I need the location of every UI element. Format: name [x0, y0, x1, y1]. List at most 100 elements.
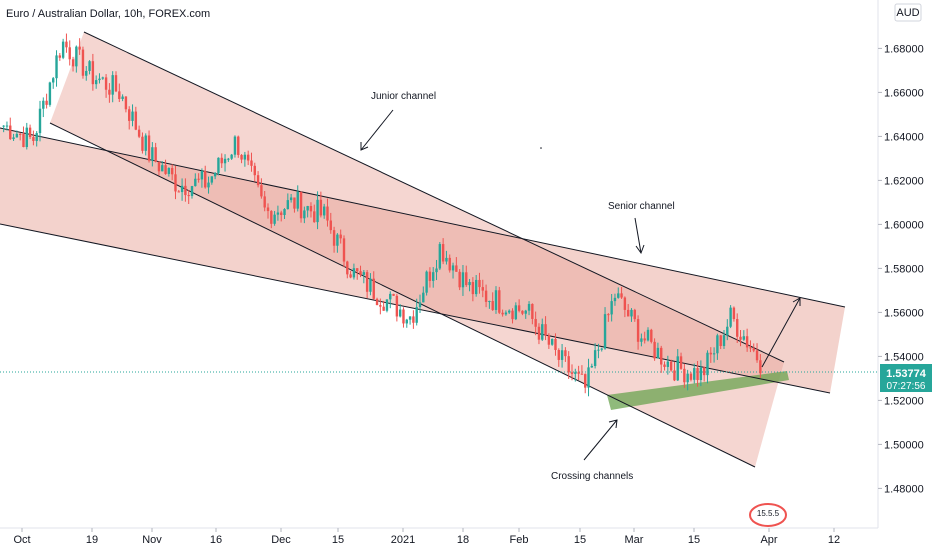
- candle-up: [706, 352, 709, 376]
- candle-up: [131, 111, 134, 121]
- candle-down: [137, 129, 141, 137]
- candle-up: [111, 75, 114, 95]
- candle-down: [736, 319, 739, 337]
- candle-up: [48, 82, 52, 105]
- green-support-zone: [607, 371, 789, 410]
- candle-up: [504, 312, 508, 315]
- candle-up: [560, 350, 564, 360]
- candle-down: [537, 326, 541, 340]
- candle-up: [336, 234, 339, 246]
- candle-up: [508, 310, 511, 313]
- candle-down: [68, 47, 71, 60]
- candle-down: [104, 77, 108, 90]
- crossing-channels-label: Crossing channels: [551, 471, 633, 482]
- tradingview-logo[interactable]: 15.5.5: [749, 503, 787, 527]
- candle-down: [607, 314, 610, 316]
- candle-down: [564, 350, 567, 357]
- y-tick-label: 1.60000: [884, 219, 924, 231]
- candle-down: [465, 272, 468, 286]
- candle-up: [94, 80, 98, 85]
- candle-down: [81, 49, 85, 76]
- candle-down: [332, 230, 336, 246]
- candle-down: [313, 211, 316, 223]
- candle-up: [398, 309, 402, 317]
- candle-down: [270, 211, 273, 224]
- candle-down: [749, 347, 752, 349]
- candle-up: [686, 373, 689, 383]
- candle-up: [213, 173, 217, 177]
- candle-up: [461, 272, 465, 288]
- x-tick-label: 19: [86, 534, 98, 546]
- x-tick-label: 15: [332, 534, 344, 546]
- candle-up: [574, 372, 577, 374]
- candle-down: [498, 290, 501, 313]
- arrows: [360, 109, 801, 461]
- candle-up: [593, 350, 597, 367]
- candle-up: [15, 133, 19, 138]
- candle-up: [121, 96, 124, 99]
- forecast-arrow: [761, 297, 801, 368]
- candle-up: [693, 368, 696, 380]
- candle-down: [653, 341, 656, 359]
- candle-up: [630, 309, 633, 317]
- candle-up: [61, 41, 65, 58]
- candle-down: [164, 165, 167, 174]
- candle-down: [673, 370, 676, 381]
- candle-down: [118, 91, 121, 99]
- candle-up: [451, 265, 455, 271]
- candle-down: [679, 356, 683, 369]
- candle-up: [5, 125, 9, 127]
- candle-down: [395, 295, 399, 317]
- x-tick-label: 2021: [391, 534, 415, 546]
- candle-up: [603, 314, 607, 349]
- candle-down: [365, 272, 369, 292]
- candle-down: [521, 310, 524, 314]
- candle-up: [161, 165, 164, 172]
- candle-down: [517, 305, 521, 311]
- candle-down: [246, 154, 250, 161]
- candle-up: [666, 361, 670, 367]
- candle-up: [227, 158, 230, 160]
- candle-up: [144, 135, 147, 151]
- candle-up: [742, 336, 746, 340]
- candle-up: [716, 335, 719, 354]
- candle-down: [141, 136, 144, 151]
- candle-up: [38, 108, 42, 134]
- candle-down: [554, 338, 557, 350]
- logo-text: 15.5.5: [757, 509, 780, 518]
- candle-up: [194, 178, 197, 187]
- senior-channel-label: Senior channel: [608, 201, 675, 212]
- candle-down: [689, 373, 693, 380]
- candle-up: [243, 154, 247, 160]
- candle-down: [375, 298, 379, 306]
- y-tick-label: 1.68000: [884, 43, 924, 55]
- candle-down: [531, 303, 534, 319]
- candle-down: [280, 212, 283, 216]
- candle-up: [729, 307, 732, 327]
- candle-up: [286, 200, 290, 210]
- currency-badge[interactable]: AUD: [894, 3, 922, 22]
- candle-down: [266, 207, 270, 212]
- candle-down: [478, 279, 481, 288]
- candle-down: [256, 175, 260, 186]
- candles: [2, 33, 762, 397]
- y-tick-label: 1.66000: [884, 87, 924, 99]
- candle-up: [408, 316, 412, 320]
- price-axis-ticks: 1.68000 1.66000 1.64000 1.62000 1.60000 1.580…: [878, 43, 924, 495]
- candle-down: [626, 309, 630, 317]
- candle-down: [91, 61, 95, 85]
- candle-up: [385, 299, 389, 311]
- candle-up: [190, 186, 194, 196]
- candle-down: [154, 147, 157, 162]
- candle-up: [676, 356, 679, 381]
- candle-up: [422, 292, 425, 303]
- candle-down: [428, 271, 432, 281]
- x-tick-label: 12: [828, 534, 840, 546]
- y-tick-label: 1.62000: [884, 175, 924, 187]
- time-axis-ticks: Oct 19 Nov 16 Dec 15 2021 18 Feb 15 Mar 15 Apr 12: [13, 528, 840, 546]
- candle-down: [458, 271, 461, 288]
- candle-down: [78, 46, 81, 50]
- candle-down: [170, 168, 174, 175]
- candle-down: [204, 170, 207, 188]
